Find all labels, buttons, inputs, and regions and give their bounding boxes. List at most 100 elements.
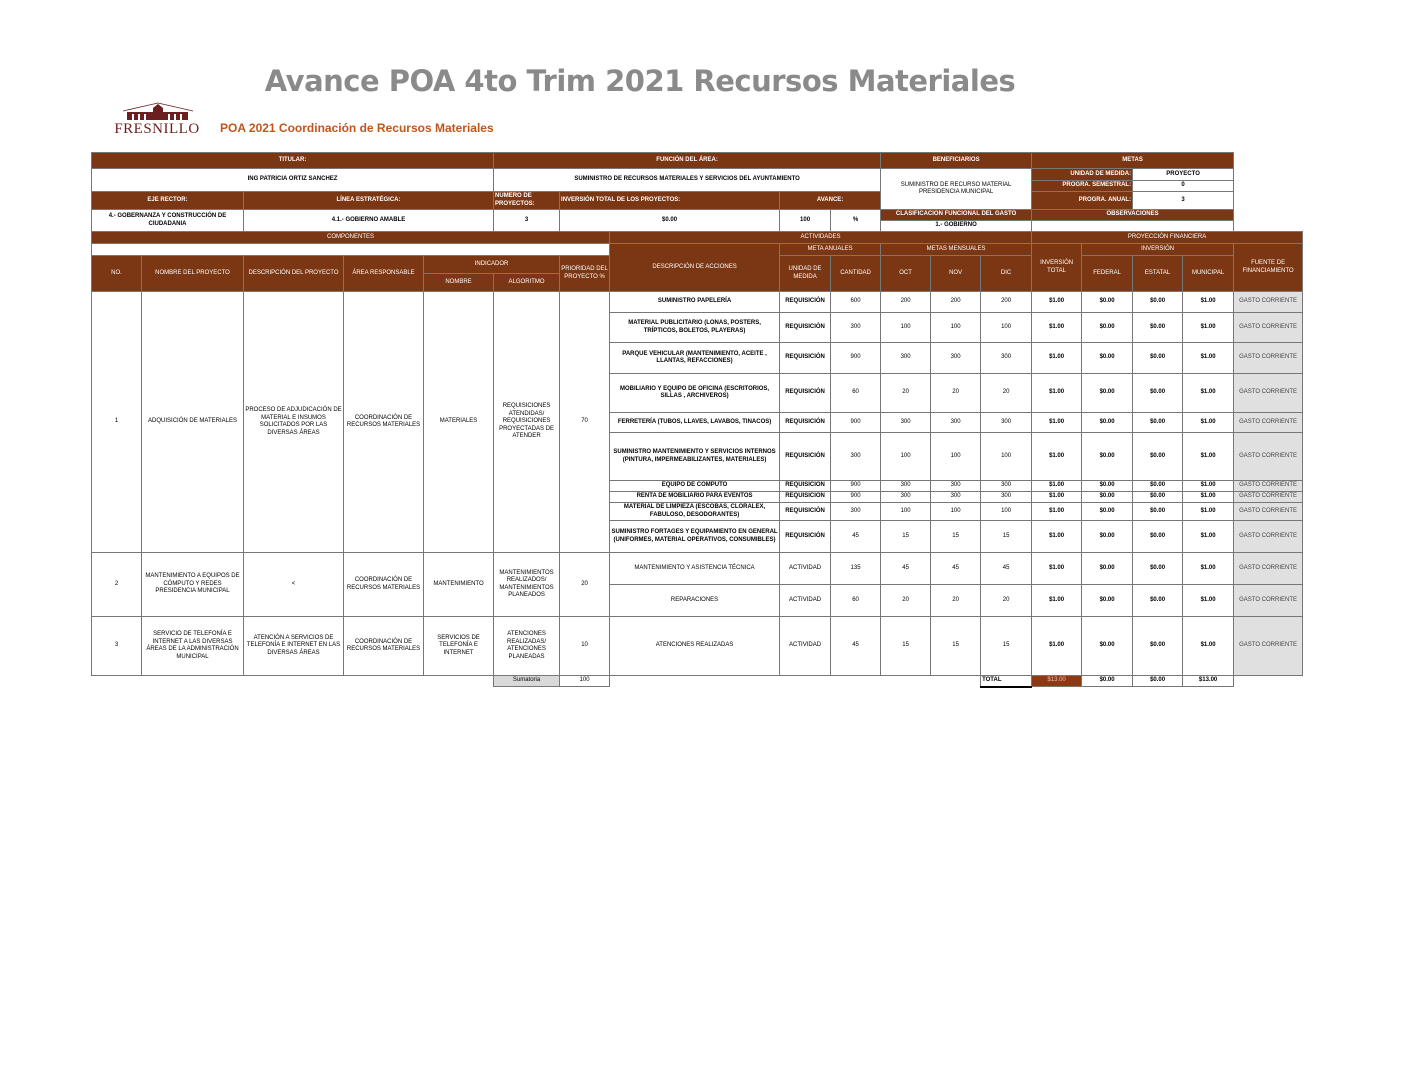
activity-inversion-total: $1.00	[1031, 502, 1083, 521]
activity-descripcion: MANTENIMIENTO Y ASISTENCIA TÉCNICA	[609, 552, 781, 585]
activity-descripcion: RENTA DE MOBILIARIO PARA EVENTOS	[609, 491, 781, 503]
activity-unidad: REQUISICIÓN	[779, 373, 832, 413]
spacer	[609, 675, 981, 687]
project-area: COORDINACIÓN DE RECURSOS MATERIALES	[343, 552, 424, 617]
project-prioridad: 10	[559, 616, 611, 676]
activity-cantidad: 45	[830, 616, 882, 676]
col-descripcion-proyecto: DESCRIPCIÓN DEL PROYECTO	[243, 255, 344, 292]
activity-municipal: $1.00	[1182, 342, 1235, 374]
activity-inversion-total: $1.00	[1031, 480, 1083, 492]
col-unidad: UNIDAD DE MEDIDA	[779, 255, 832, 292]
col-indicador: INDICADOR	[422, 255, 561, 274]
activity-municipal: $1.00	[1182, 520, 1235, 553]
col-descripcion-acciones: DESCRIPCIÓN DE ACCIONES	[609, 243, 781, 292]
activity-dic: 100	[980, 312, 1033, 343]
activity-unidad: ACTIVIDAD	[779, 616, 832, 676]
activity-municipal: $1.00	[1182, 373, 1235, 413]
eje-rector-value: 4.- GOBERNANZA Y CONSTRUCCIÓN DE CIUDADA…	[91, 209, 244, 232]
activity-municipal: $1.00	[1182, 412, 1235, 433]
activity-oct: 300	[880, 480, 932, 492]
activity-estatal: $0.00	[1132, 480, 1184, 492]
activity-federal: $0.00	[1081, 373, 1134, 413]
total-inversion: $13.00	[1031, 675, 1083, 687]
activity-federal: $0.00	[1081, 502, 1134, 521]
project-descripcion: <	[243, 552, 344, 617]
activity-descripcion: SUMINISTRO MANTENIMIENTO Y SERVICIOS INT…	[609, 432, 781, 481]
spacer	[91, 675, 494, 687]
activity-cantidad: 60	[830, 373, 882, 413]
col-inversion-total: INVERSIÓN TOTAL	[1031, 243, 1083, 292]
activity-federal: $0.00	[1081, 616, 1134, 676]
activity-nov: 15	[930, 616, 982, 676]
activity-unidad: REQUISICIÓN	[779, 291, 832, 313]
table-row: EQUIPO DE CÓMPUTO REQUISICIÓN 900 300 300 300…	[92, 480, 1304, 492]
table-row: 1 ADQUISICIÓN DE MATERIALES PROCESO DE ADJ…	[91, 291, 1304, 553]
progr-anual-value: 3	[1132, 191, 1235, 210]
activity-estatal: $0.00	[1132, 584, 1184, 617]
activity-descripcion: MATERIAL PUBLICITARIO (LONAS, POSTERS, T…	[609, 312, 781, 343]
inversion-total-value: $0.00	[559, 209, 781, 232]
componentes-header: COMPONENTES	[90, 231, 611, 244]
activity-oct: 300	[880, 491, 932, 503]
activity-dic: 20	[980, 584, 1033, 617]
avance-label: AVANCE:	[779, 191, 882, 210]
activity-municipal: $1.00	[1182, 291, 1235, 313]
activity-unidad: REQUISICIÓN	[779, 491, 832, 503]
table-row: FERRETERÍA (TUBOS, LLAVES, LAVABOS, TINA…	[92, 412, 1304, 433]
activity-inversion-total: $1.00	[1031, 520, 1083, 553]
project-no: 1	[91, 291, 142, 553]
metas-mensuales-header: METAS MENSUALES	[880, 243, 1033, 256]
activity-unidad: REQUISICIÓN	[779, 342, 832, 374]
activity-inversion-total: $1.00	[1031, 291, 1083, 313]
unidad-medida-label: UNIDAD DE MEDIDA:	[1031, 168, 1134, 181]
project-no: 2	[91, 552, 142, 617]
project-nombre: MANTENIMIENTO A EQUIPOS DE CÓMPUTO Y RED…	[141, 552, 244, 617]
project-prioridad: 20	[559, 552, 611, 617]
activity-federal: $0.00	[1081, 584, 1134, 617]
activity-federal: $0.00	[1081, 552, 1134, 585]
activity-municipal: $1.00	[1182, 584, 1235, 617]
activity-dic: 300	[980, 491, 1033, 503]
actividades-header: ACTIVIDADES	[609, 231, 1033, 244]
activity-unidad: REQUISICIÓN	[779, 432, 832, 481]
inversion-total-label: INVERSIÓN TOTAL DE LOS PROYECTOS:	[559, 191, 781, 210]
activity-fuente: GASTO CORRIENTE	[1233, 432, 1304, 481]
activity-cantidad: 900	[830, 491, 882, 503]
activity-fuente: GASTO CORRIENTE	[1233, 312, 1304, 343]
activity-oct: 15	[880, 616, 932, 676]
activity-descripcion: PARQUE VEHICULAR (MANTENIMIENTO, ACEITE …	[609, 342, 781, 374]
activity-nov: 100	[930, 502, 982, 521]
activity-oct: 100	[880, 502, 932, 521]
activity-descripcion: MATERIAL DE LIMPIEZA (ESCOBAS, CLORALEX,…	[609, 502, 781, 521]
spacer	[1233, 675, 1303, 687]
activity-descripcion: FERRETERÍA (TUBOS, LLAVES, LAVABOS, TINA…	[609, 412, 781, 433]
activity-oct: 200	[880, 291, 932, 313]
clasificacion-label: CLASIFICACIÓN FUNCIONAL DEL GASTO	[880, 209, 1033, 221]
beneficiarios-label: BENEFICIARIOS	[880, 152, 1033, 169]
project-algoritmo: MANTENIMIENTOS REALIZADOS/ MANTENIMIENTO…	[493, 552, 561, 617]
clasificacion-value: 1.- GOBIERNO	[880, 220, 1033, 232]
total-municipal: $13.00	[1182, 675, 1235, 687]
proyeccion-header: PROYECCIÓN FINANCIERA	[1031, 231, 1304, 244]
logo-text: FRESNILLO	[114, 121, 200, 137]
activity-estatal: $0.00	[1132, 491, 1184, 503]
activity-cantidad: 135	[830, 552, 882, 585]
project-nombre: ADQUISICIÓN DE MATERIALES	[141, 291, 244, 553]
activity-estatal: $0.00	[1132, 291, 1184, 313]
activity-dic: 45	[980, 552, 1033, 585]
activity-inversion-total: $1.00	[1031, 312, 1083, 343]
activity-estatal: $0.00	[1132, 552, 1184, 585]
activity-nov: 20	[930, 373, 982, 413]
project-area: COORDINACIÓN DE RECURSOS MATERIALES	[343, 616, 424, 676]
activity-estatal: $0.00	[1132, 312, 1184, 343]
table-row: MOBILIARIO Y EQUIPO DE OFICINA (ESCRITOR…	[92, 373, 1304, 413]
activity-fuente: GASTO CORRIENTE	[1233, 342, 1304, 374]
unidad-medida-value: PROYECTO	[1132, 168, 1235, 181]
poa-table: TITULAR: FUNCIÓN DEL ÁREA: BENEFICIARIOS…	[90, 152, 1304, 688]
page-title: Avance POA 4to Trim 2021 Recursos Materi…	[264, 64, 1016, 98]
activity-cantidad: 900	[830, 342, 882, 374]
activity-oct: 300	[880, 412, 932, 433]
activity-nov: 15	[930, 520, 982, 553]
activity-inversion-total: $1.00	[1031, 432, 1083, 481]
project-indicador-nombre: MATERIALES	[422, 291, 495, 553]
